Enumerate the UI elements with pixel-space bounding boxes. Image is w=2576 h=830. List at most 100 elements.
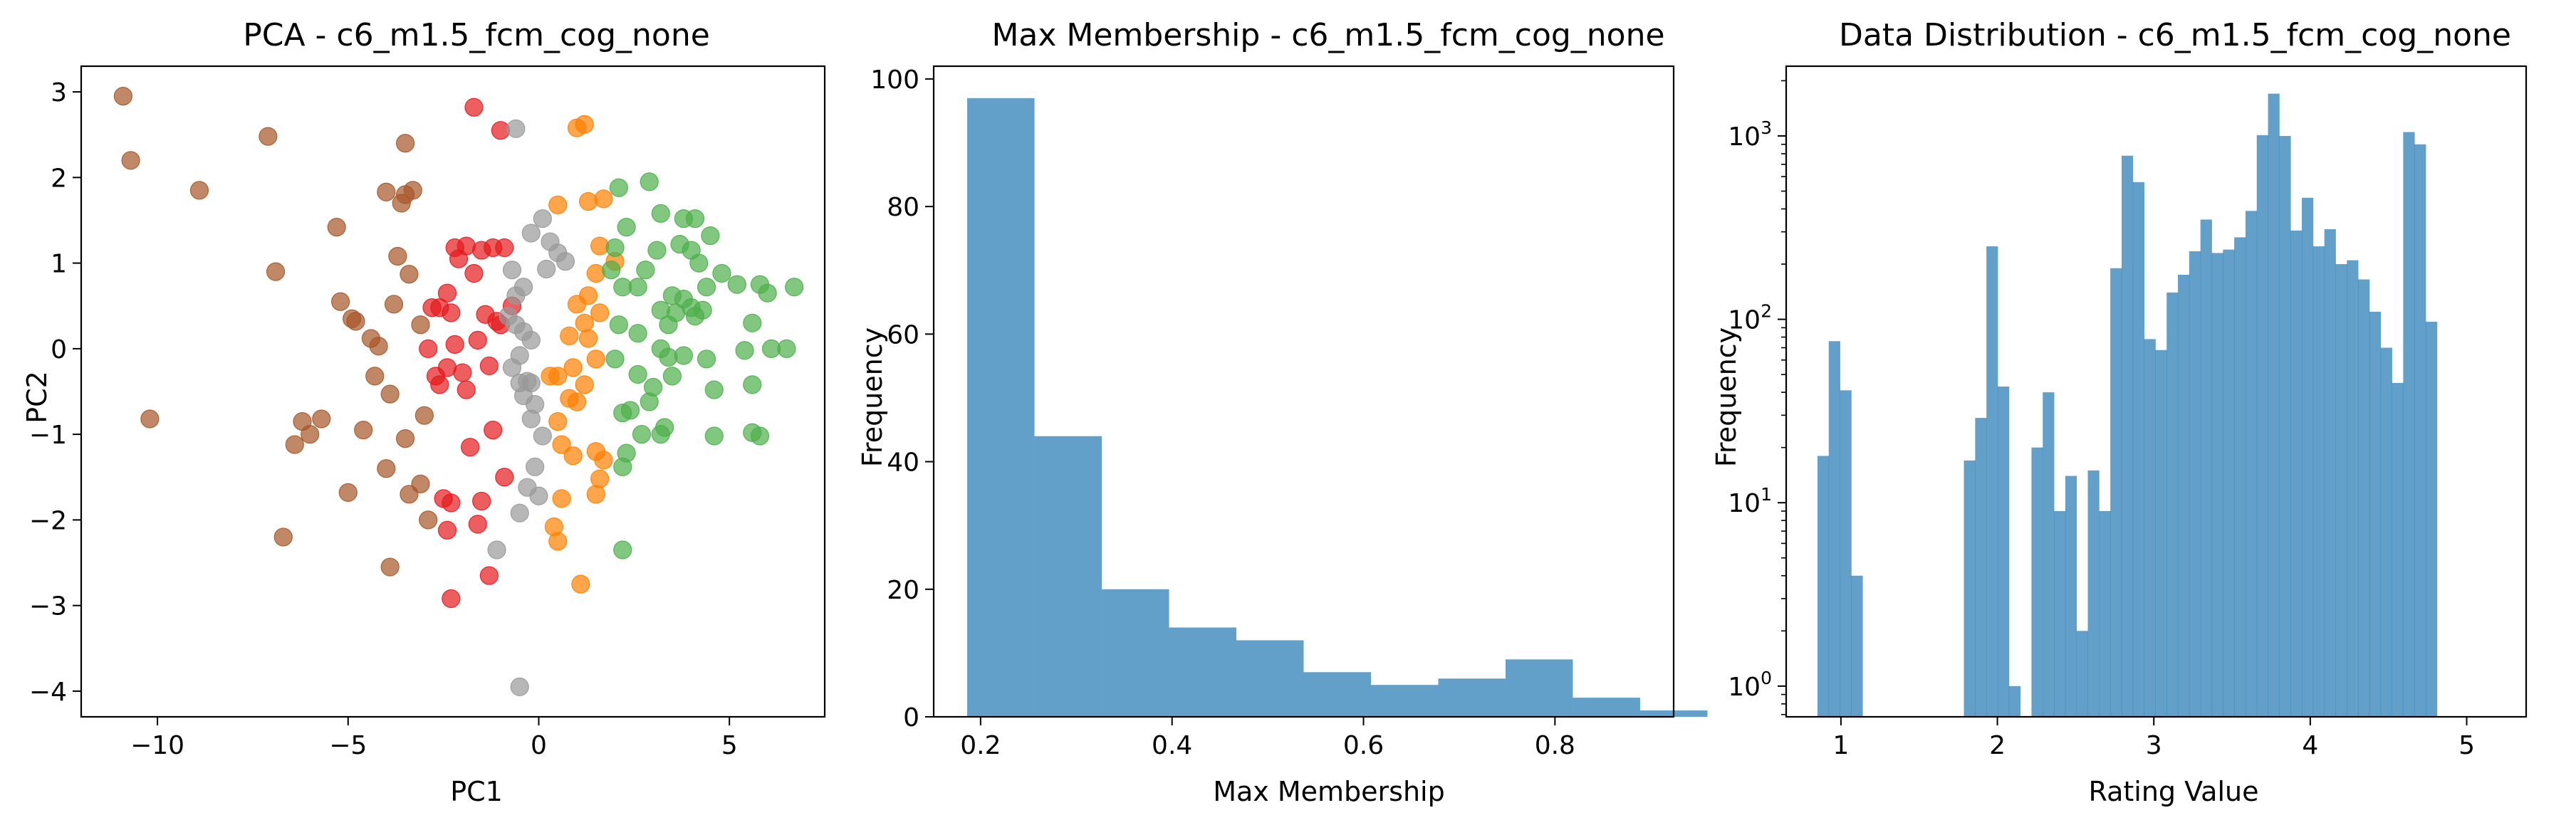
scatter-point [743,375,762,394]
scatter-point [586,350,605,369]
pca-y-tick-label: −2 [29,506,67,535]
membership-y-tick-label: 80 [887,193,919,222]
scatter-point [403,181,422,200]
scatter-point [442,303,461,322]
scatter-point [575,313,594,332]
rating-distribution-panel: Data Distribution - c6_m1.5_fcm_cog_none… [1711,17,2528,807]
scatter-point [636,261,655,280]
histogram-bar [1840,390,1852,717]
scatter-point [495,238,514,258]
scatter-point [628,364,647,384]
scatter-point [743,313,762,332]
scatter-point [495,468,514,487]
distribution-x-tick-label: 5 [2458,731,2475,760]
scatter-point [521,409,541,429]
histogram-bar [1997,387,2010,717]
scatter-point [689,253,709,273]
scatter-point [567,295,587,314]
distribution-x-tick-label: 1 [1832,731,1849,760]
scatter-point [400,265,419,284]
scatter-point [609,315,628,335]
histogram-bar [1573,698,1640,717]
scatter-point [430,375,449,394]
histogram-bar [2211,253,2223,717]
membership-y-tick-label: 60 [887,320,919,350]
membership-y-tick-label: 20 [887,576,919,605]
scatter-point [395,134,415,153]
scatter-point [464,263,484,283]
pca-y-tick-label: 2 [51,164,67,193]
scatter-point [602,261,621,280]
distribution-chart-title: Data Distribution - c6_m1.5_fcm_cog_none [1839,17,2511,53]
scatter-point [651,425,670,444]
histogram-bar [2279,135,2291,717]
scatter-point [697,350,716,369]
scatter-point [594,451,613,470]
scatter-point [548,532,568,551]
scatter-point [605,350,625,369]
scatter-point [354,421,373,440]
membership-x-tick-label: 0.4 [1152,731,1192,760]
histogram-bar [1303,672,1371,717]
scatter-point [140,409,160,429]
scatter-point [704,380,724,399]
scatter-point [571,574,590,594]
histogram-bar [2065,476,2077,717]
pca-y-tick-label: 1 [51,250,67,279]
histogram-bar [2245,211,2258,717]
scatter-point [327,217,346,237]
histogram-bar [2369,311,2382,717]
distribution-x-tick-label: 4 [2302,731,2318,760]
pca-y-tick-label: 3 [51,78,67,107]
histogram-bar [2178,274,2190,717]
scatter-point [750,426,770,446]
histogram-bar [1370,685,1439,717]
scatter-point [632,425,652,444]
histogram-bar [2008,685,2021,717]
histogram-bar [2312,246,2325,717]
scatter-point [442,589,461,609]
scatter-point [506,286,526,305]
membership-y-tick-label: 100 [870,65,919,95]
scatter-point [510,677,529,697]
pca-plot-area [80,65,826,718]
scatter-point [735,341,754,360]
scatter-point [380,384,400,404]
scatter-point [659,315,678,335]
scatter-point [552,435,571,454]
scatter-point [533,209,552,228]
membership-chart-title: Max Membership - c6_m1.5_fcm_cog_none [991,17,1664,53]
scatter-point [369,337,388,356]
histogram-bar [2200,219,2212,717]
scatter-point [575,375,594,394]
histogram-bar [1964,460,1976,717]
distribution-y-axis-label: Frequency [1711,327,1742,467]
histogram-bar [2087,470,2100,717]
scatter-point [567,392,587,411]
scatter-point [651,204,670,223]
scatter-point [526,457,545,476]
histogram-bar [2166,292,2179,718]
histogram-bar [2121,155,2134,717]
histogram-bar [2110,268,2122,717]
histogram-bar [2155,350,2167,717]
scatter-point [647,241,667,260]
histogram-bar [2256,135,2268,718]
histogram-bar [2189,251,2201,717]
scatter-point [617,217,636,237]
scatter-point [380,557,400,577]
pca-chart-title: PCA - c6_m1.5_fcm_cog_none [243,17,710,53]
scatter-point [548,195,568,214]
histogram-bar [1975,418,1987,717]
scatter-point [479,356,499,376]
scatter-point [578,329,598,348]
scatter-point [613,540,632,560]
histogram-bar [2223,249,2235,717]
scatter-point [419,510,438,530]
scatter-point [377,459,396,478]
histogram-bar [2099,511,2111,717]
histogram-bar [1169,627,1237,717]
scatter-point [266,262,286,281]
scatter-point [464,98,484,117]
